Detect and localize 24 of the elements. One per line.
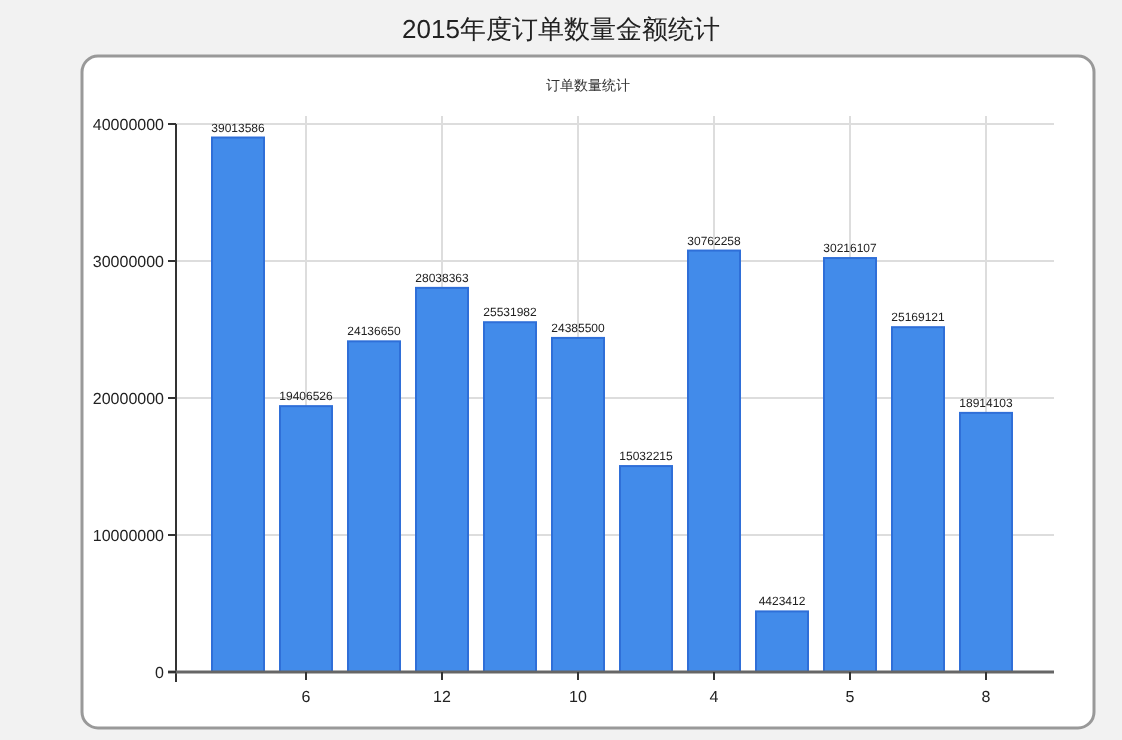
bar [483, 321, 537, 673]
x-tick-label: 12 [433, 688, 452, 706]
bar [755, 610, 809, 673]
bar [415, 286, 469, 673]
y-tick-label: 40000000 [92, 116, 166, 134]
x-tick-label: 8 [981, 688, 992, 706]
bar [211, 136, 265, 673]
bar [279, 405, 333, 673]
y-tick-label: 30000000 [92, 253, 166, 271]
bar [619, 465, 673, 673]
bar [347, 340, 401, 673]
bar [959, 411, 1013, 673]
chart-title: 2015年度订单数量金额统计 [402, 14, 720, 44]
y-tick-label: 10000000 [92, 527, 166, 545]
bar [823, 257, 877, 673]
bar [687, 249, 741, 673]
x-tick-label: 4 [709, 688, 720, 706]
y-tick-label: 0 [155, 664, 166, 682]
x-tick-label: 10 [569, 688, 588, 706]
x-tick-label: 5 [845, 688, 856, 706]
y-tick-label: 20000000 [92, 390, 166, 408]
x-tick-label: 6 [301, 688, 312, 706]
bar [551, 336, 605, 673]
bar [891, 326, 945, 673]
